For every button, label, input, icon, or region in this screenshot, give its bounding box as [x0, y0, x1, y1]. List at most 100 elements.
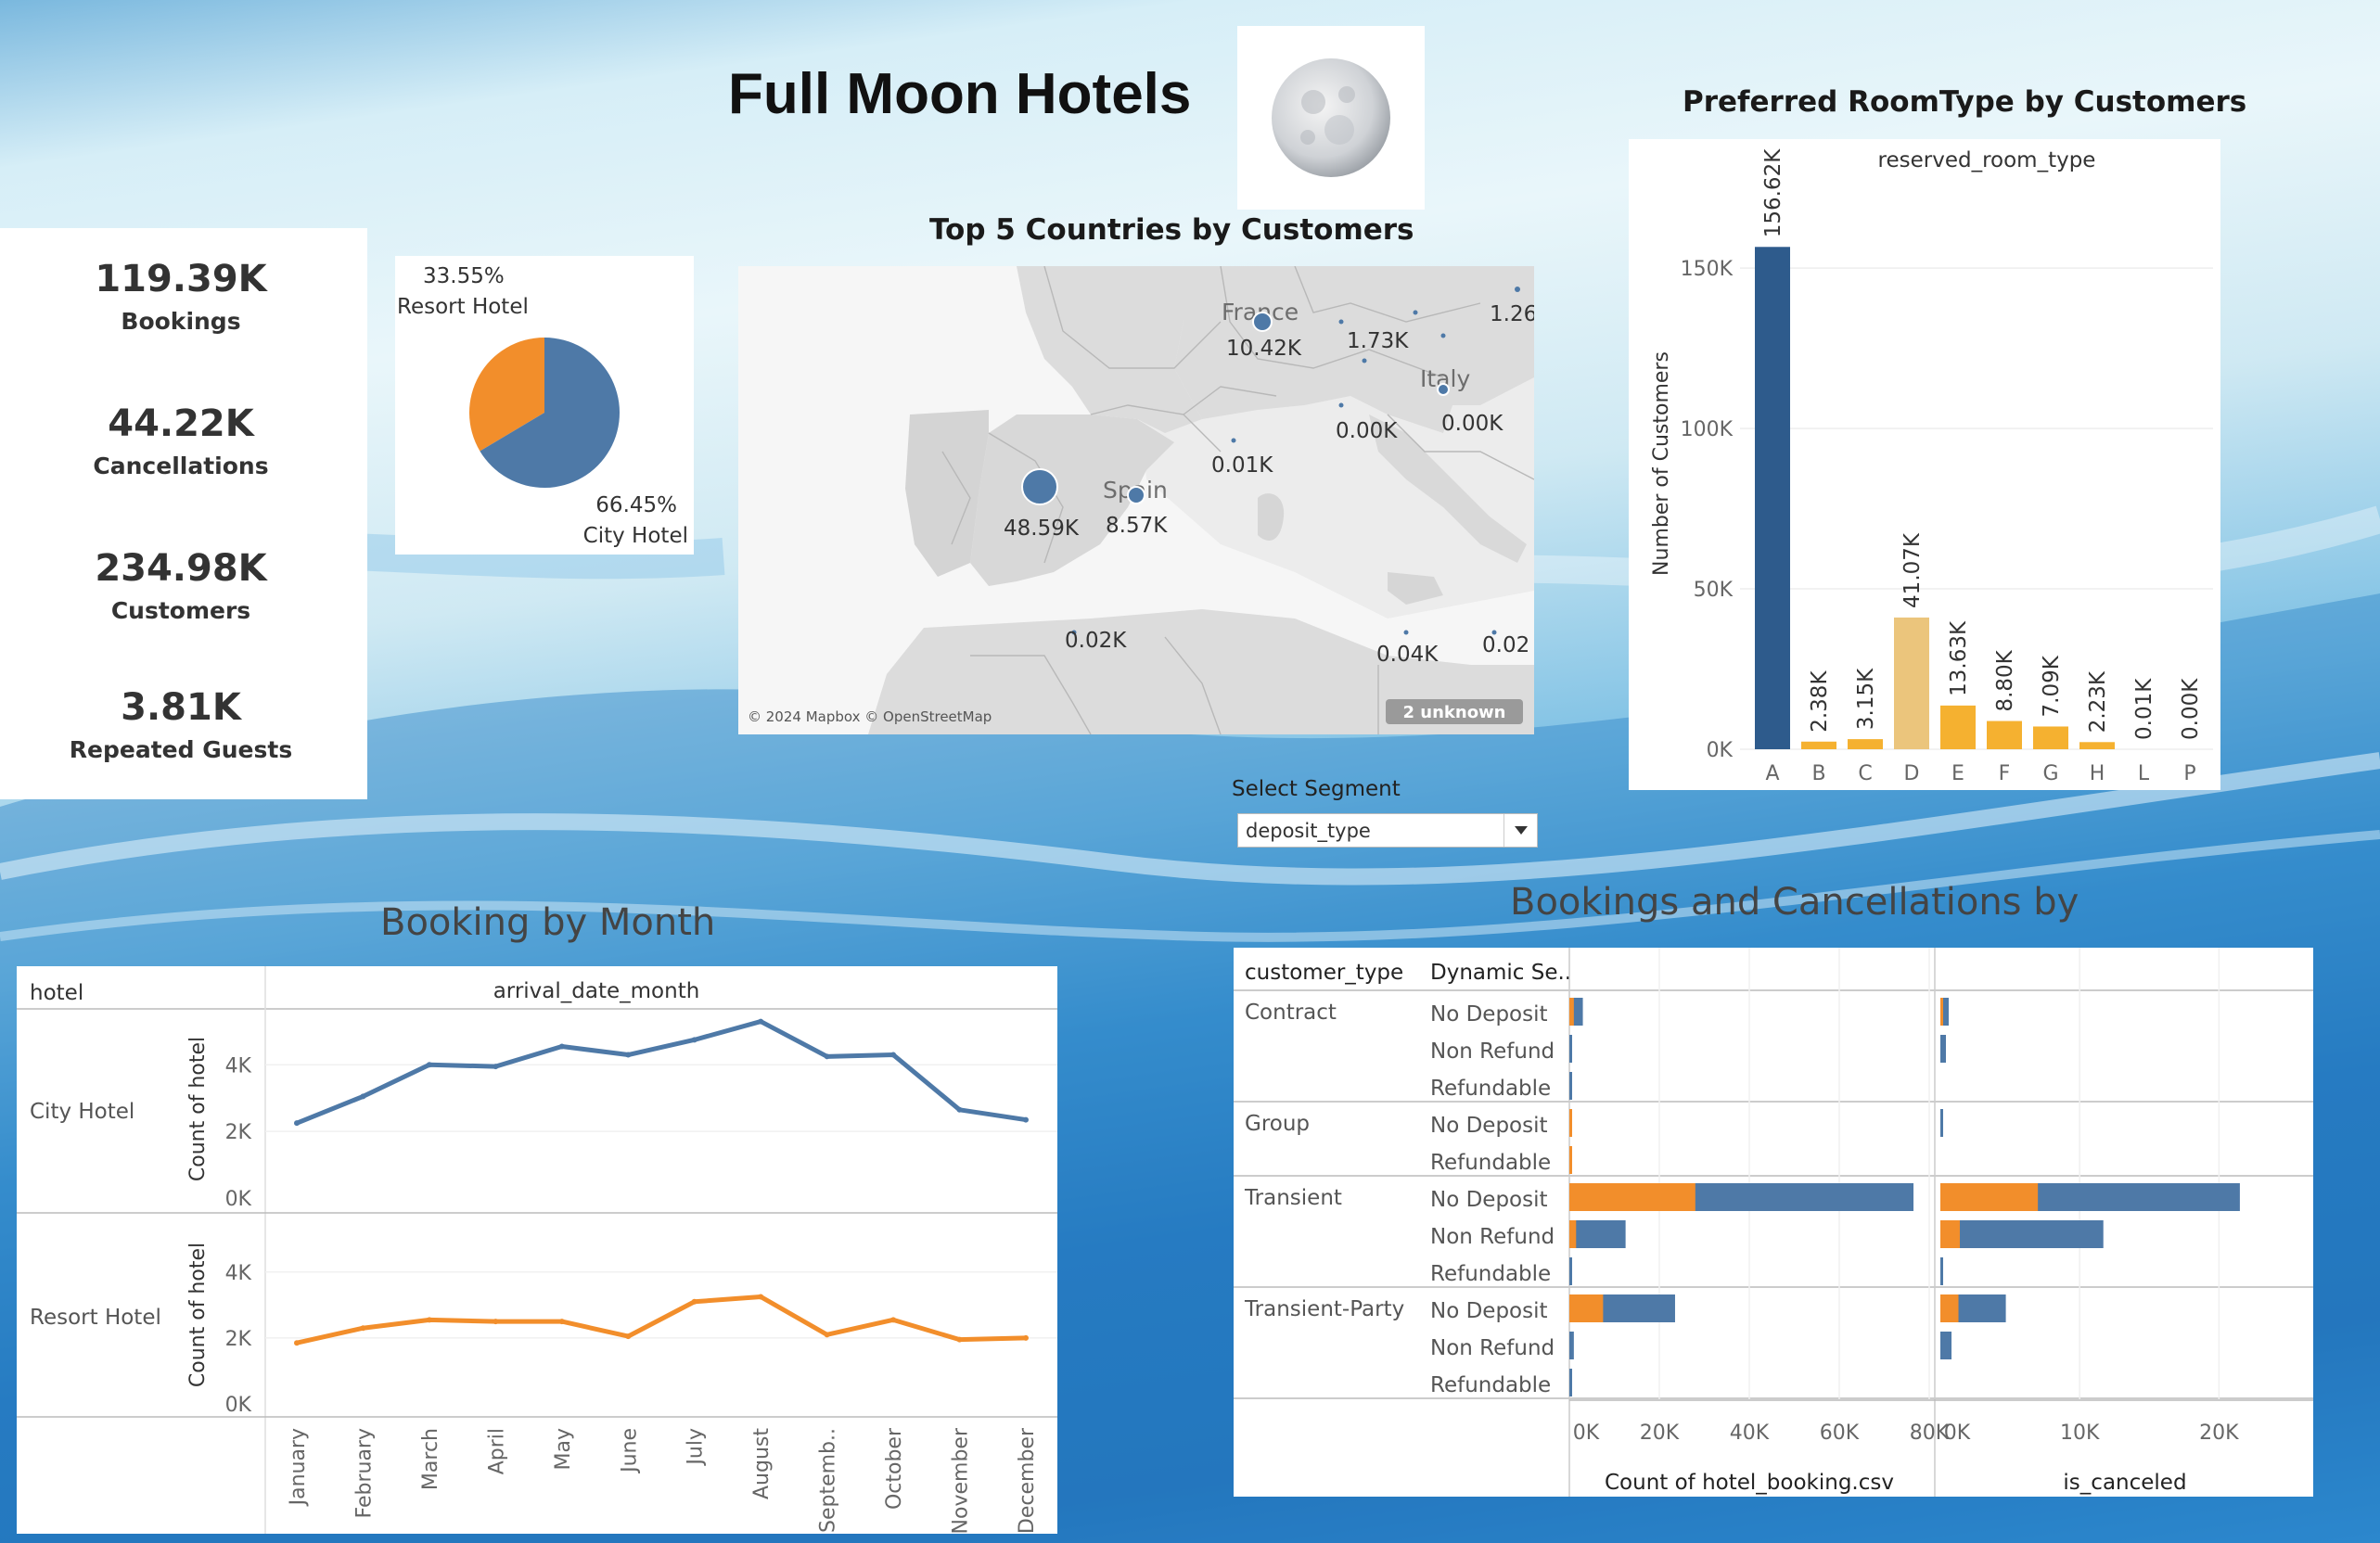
roomtype-xtick: B	[1811, 762, 1825, 785]
cancellations-bar-canceled[interactable]	[1940, 1035, 1947, 1063]
cancellations-bar-canceled[interactable]	[1940, 1109, 1943, 1137]
monthly-point[interactable]	[558, 1043, 565, 1050]
cancellations-bar-count[interactable]	[1569, 1369, 1572, 1396]
monthly-point[interactable]	[1023, 1116, 1029, 1123]
monthly-ytick: 4K	[225, 1054, 252, 1078]
monthly-point[interactable]	[691, 1298, 697, 1305]
monthly-point[interactable]	[493, 1319, 499, 1325]
monthly-xtick: December	[1016, 1427, 1039, 1534]
cancellations-canceled-tick: 20K	[2199, 1422, 2239, 1445]
roomtype-ytick: 100K	[1681, 418, 1734, 441]
cancellations-count-tick: 40K	[1730, 1422, 1770, 1445]
roomtype-bar[interactable]	[2033, 726, 2068, 749]
roomtype-bar[interactable]	[1894, 617, 1929, 749]
monthly-point[interactable]	[824, 1053, 830, 1060]
monthly-point[interactable]	[360, 1093, 366, 1100]
monthly-point[interactable]	[625, 1333, 632, 1340]
monthly-point[interactable]	[758, 1018, 764, 1025]
monthly-point[interactable]	[956, 1336, 963, 1343]
roomtype-bar[interactable]	[1940, 705, 1976, 749]
roomtype-value-label: 0.01K	[2132, 678, 2156, 740]
monthly-point[interactable]	[426, 1317, 432, 1323]
cancellations-bar-canceled[interactable]	[1940, 998, 1950, 1026]
monthly-point[interactable]	[558, 1319, 565, 1325]
cancellations-bar-canceled[interactable]	[1940, 1220, 2104, 1248]
cancellations-group-label: Contract	[1245, 1001, 1337, 1025]
countries-map[interactable]: France Italy Spain 48.59K 10.42K 8.57K 1…	[738, 266, 1534, 734]
cancellations-bar-canceled-orange[interactable]	[1940, 998, 1944, 1026]
roomtype-bar[interactable]	[1755, 247, 1790, 749]
monthly-xtick: May	[552, 1428, 575, 1470]
roomtype-bar[interactable]	[1848, 739, 1883, 749]
cancellations-bar-canceled[interactable]	[1940, 1332, 1952, 1359]
map-label-7: 0.00K	[1441, 412, 1503, 436]
map-bubble-portugal[interactable]	[1021, 468, 1058, 505]
monthly-point[interactable]	[758, 1294, 764, 1300]
roomtype-xtick: F	[1999, 762, 2011, 785]
cancellations-group-label: Transient	[1244, 1186, 1342, 1210]
monthly-point[interactable]	[890, 1052, 897, 1058]
map-label-0: 48.59K	[1004, 516, 1080, 541]
monthly-point[interactable]	[294, 1340, 300, 1346]
cancellations-bar-canceled[interactable]	[1940, 1257, 1943, 1285]
pie-label-city-pct: 66.45%	[595, 493, 677, 517]
map-label-5: 0.01K	[1211, 453, 1273, 478]
cancellations-bar-count-orange[interactable]	[1569, 1109, 1572, 1137]
roomtype-value-label: 2.23K	[2086, 670, 2110, 733]
monthly-row-resort: Resort Hotel	[30, 1306, 161, 1330]
monthly-point[interactable]	[493, 1064, 499, 1070]
cancellations-bar-count-orange[interactable]	[1569, 998, 1574, 1026]
cancellations-bar-count[interactable]	[1569, 1332, 1574, 1359]
cancellations-sub-label: Non Refund	[1430, 1039, 1555, 1064]
map-bubble-italy[interactable]	[1437, 383, 1450, 396]
roomtype-card: reserved_room_type Number of Customers 0…	[1629, 139, 2220, 790]
roomtype-value-label: 3.15K	[1854, 668, 1878, 730]
monthly-point[interactable]	[691, 1037, 697, 1043]
cancellations-group-label: Group	[1245, 1112, 1310, 1136]
cancellations-bar-count[interactable]	[1569, 1220, 1626, 1248]
cancellations-bar-count-orange[interactable]	[1569, 1294, 1604, 1322]
monthly-point[interactable]	[824, 1332, 830, 1338]
cancellations-bar-count[interactable]	[1569, 1072, 1572, 1100]
kpi-customers-value: 234.98K	[95, 547, 267, 590]
map-unknown-badge[interactable]	[1386, 699, 1523, 724]
cancellations-bar-count[interactable]	[1569, 1257, 1572, 1285]
monthly-line-city[interactable]	[296, 1019, 1027, 1126]
cancellations-bar-count-orange[interactable]	[1569, 1220, 1577, 1248]
monthly-point[interactable]	[625, 1052, 632, 1058]
monthly-point[interactable]	[360, 1325, 366, 1332]
cancellations-sub-label: Refundable	[1430, 1077, 1551, 1101]
roomtype-bar[interactable]	[1801, 741, 1836, 749]
pie-slice-resort[interactable]	[469, 338, 544, 452]
monthly-line-resort[interactable]	[296, 1294, 1027, 1345]
roomtype-ytick: 0K	[1707, 739, 1734, 762]
cancellations-bar-canceled-orange[interactable]	[1940, 1220, 1961, 1248]
monthly-point[interactable]	[426, 1062, 432, 1068]
monthly-point[interactable]	[294, 1120, 300, 1127]
cancellations-bar-count-orange[interactable]	[1569, 1146, 1572, 1174]
cancellations-count-tick: 80K	[1910, 1422, 1950, 1445]
cancellations-bar-canceled-orange[interactable]	[1940, 1183, 2039, 1211]
cancellations-bar-canceled-orange[interactable]	[1940, 1294, 1959, 1322]
pie-slice-city[interactable]	[480, 338, 620, 488]
map-label-1: 10.42K	[1226, 337, 1302, 361]
segment-dropdown[interactable]: deposit_type	[1237, 813, 1538, 848]
roomtype-xtick: G	[2042, 762, 2058, 785]
chevron-down-icon[interactable]	[1503, 814, 1537, 847]
monthly-card: hotel arrival_date_month City Hotel Reso…	[17, 966, 1057, 1534]
map-bubble-france[interactable]	[1252, 312, 1273, 332]
monthly-point[interactable]	[956, 1106, 963, 1113]
roomtype-bar[interactable]	[2079, 742, 2115, 749]
monthly-ytick: 0K	[225, 1394, 252, 1417]
roomtype-value-label: 2.38K	[1808, 670, 1832, 733]
monthly-xtick: November	[950, 1427, 973, 1534]
map-bubble-spain[interactable]	[1127, 486, 1145, 504]
monthly-xtick: February	[352, 1428, 376, 1519]
roomtype-bar[interactable]	[1987, 720, 2022, 749]
monthly-point[interactable]	[1023, 1334, 1029, 1341]
cancellations-bar-chart: customer_type Dynamic Se.. 0K 20K 40K 60K 80…	[1234, 948, 2313, 1497]
cancellations-canceled-tick: 10K	[2060, 1422, 2100, 1445]
cancellations-bar-count-orange[interactable]	[1569, 1183, 1695, 1211]
monthly-point[interactable]	[890, 1317, 897, 1323]
cancellations-bar-count[interactable]	[1569, 1035, 1572, 1063]
